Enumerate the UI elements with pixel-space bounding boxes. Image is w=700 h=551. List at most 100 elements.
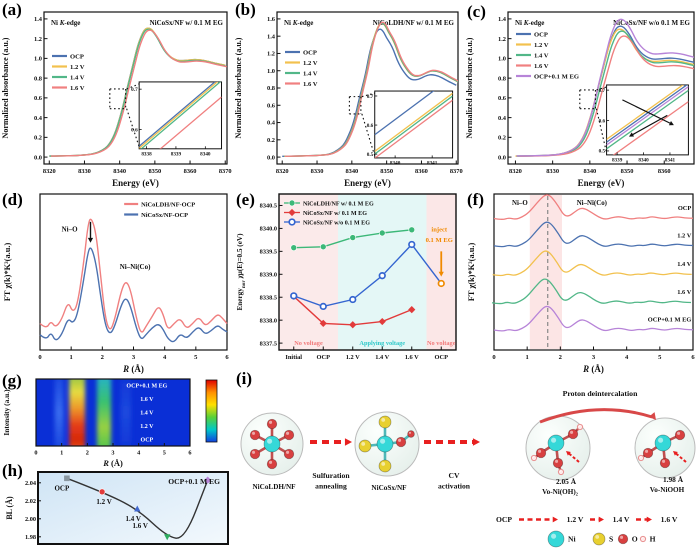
svg-text:1.2 V: 1.2 V [303,60,318,67]
svg-text:8339.0: 8339.0 [260,271,277,278]
svg-text:1.2 V: 1.2 V [346,354,360,361]
panel-tag-i: (i) [236,369,253,388]
svg-text:Intensity (a.u.): Intensity (a.u.) [2,389,11,436]
svg-text:3: 3 [132,354,136,361]
svg-text:1.4 V: 1.4 V [534,52,549,59]
svg-text:1: 1 [60,450,63,457]
svg-text:8340: 8340 [583,168,596,175]
svg-text:0.6: 0.6 [599,118,606,124]
svg-text:Ni–O: Ni–O [62,226,79,234]
svg-text:8360: 8360 [415,168,428,175]
svg-text:CV: CV [449,471,460,480]
svg-text:NiCoSx/NF w/o 0.1 M EG: NiCoSx/NF w/o 0.1 M EG [303,220,370,226]
svg-text:0.7: 0.7 [599,88,606,94]
svg-text:1.4 V: 1.4 V [140,411,154,417]
svg-text:6: 6 [188,450,191,457]
svg-text:8341: 8341 [427,160,438,166]
panel-i-schematic: NiCoLDH/NF NiCoSx/NF Vo-Ni(OH)₂ 2.05 Å Vo-Ni… [232,372,700,551]
svg-text:8340: 8340 [345,168,358,175]
svg-text:0: 0 [34,450,37,457]
svg-text:5: 5 [658,354,662,361]
svg-text:0.6: 0.6 [34,95,43,102]
panel-c-xanes: 8320 8330 8340 8350 8360 0.0 0.2 0.4 0.6 0.8 1.0 1.… [464,4,700,188]
svg-text:NiCoLDH/NF w/ 0.1 M EG: NiCoLDH/NF w/ 0.1 M EG [303,201,374,207]
svg-text:Ni K-edge: Ni K-edge [284,19,313,27]
svg-text:8340: 8340 [390,160,401,166]
svg-text:1.0: 1.0 [34,56,42,63]
svg-text:NiCoSx/NF w/o 0.1 M EG: NiCoSx/NF w/o 0.1 M EG [613,19,690,27]
svg-text:Energy (eV): Energy (eV) [344,178,391,188]
svg-text:1.6 V: 1.6 V [534,63,549,70]
svg-text:1: 1 [526,354,529,361]
svg-text:8340.0: 8340.0 [260,226,277,233]
svg-text:1.6 V: 1.6 V [303,81,318,88]
svg-text:8338: 8338 [141,151,152,157]
svg-text:BL (Å): BL (Å) [5,496,14,520]
svg-text:8330: 8330 [311,168,324,175]
svg-text:0.8: 0.8 [34,75,42,82]
panel-b-xanes: 8320 8330 8340 8350 8360 8370 0.0 0.2 0.4 0.6 0.8 1… [233,4,464,188]
svg-text:0: 0 [38,354,42,361]
svg-text:8337.5: 8337.5 [260,340,277,347]
svg-text:1.4 V: 1.4 V [126,515,141,523]
svg-text:2: 2 [559,354,563,361]
svg-text:8320: 8320 [509,168,522,175]
svg-text:No voltage: No voltage [427,340,456,347]
svg-text:Ni–Ni(Co): Ni–Ni(Co) [577,200,607,207]
svg-text:1.6 V: 1.6 V [140,397,154,403]
svg-text:3: 3 [592,354,596,361]
svg-text:0.4: 0.4 [267,120,276,127]
svg-text:1.0: 1.0 [267,68,275,75]
panel-tag-a: (a) [2,0,22,19]
svg-text:8320: 8320 [276,168,289,175]
svg-text:0.7: 0.7 [367,94,374,100]
panel-d-exafs: 0 1 2 3 4 5 6 R (Å) FT χ(k)*K³(a.u.) NiCoLDH/NF-O… [0,188,233,374]
svg-text:Energy (eV): Energy (eV) [112,178,159,188]
svg-text:1.2 V: 1.2 V [567,515,584,524]
svg-text:OCP: OCP [534,31,548,38]
svg-text:1.2: 1.2 [34,36,42,43]
svg-text:OCP: OCP [54,484,70,492]
svg-text:No voltage: No voltage [294,340,323,347]
svg-text:8338.0: 8338.0 [260,317,277,324]
svg-text:1.6: 1.6 [267,16,276,23]
svg-text:1.0: 1.0 [498,56,506,63]
svg-text:0.6: 0.6 [367,123,374,129]
svg-text:0.6: 0.6 [131,127,138,133]
svg-text:1.2 V: 1.2 V [140,424,154,430]
svg-text:4: 4 [137,450,141,457]
chart-f-exafs-stack: 0 1 2 3 4 5 6 R (Å) FT χ(k)*K³(a.u.) OCP 1.2 V 1.4 … [467,193,695,374]
svg-text:Proton deintercalation: Proton deintercalation [563,389,639,398]
svg-text:0.4: 0.4 [34,115,43,122]
chart-a-xanes: 8320 8330 8340 8350 8360 8370 0.0 0.2 0.4 0.6 0.8 1… [1,11,232,188]
svg-text:1.4 V: 1.4 V [70,74,85,81]
svg-text:5: 5 [163,450,166,457]
svg-text:R (Å): R (Å) [102,458,123,468]
svg-text:Vo-Ni(OH)₂: Vo-Ni(OH)₂ [542,488,578,496]
svg-text:8341: 8341 [665,157,676,163]
panel-tag-c: (c) [467,2,486,21]
svg-text:8340.5: 8340.5 [260,203,277,210]
svg-text:0.0: 0.0 [34,154,42,161]
svg-text:Initial: Initial [285,354,302,361]
diagram-i-structure-evolution: NiCoLDH/NF NiCoSx/NF Vo-Ni(OH)₂ 2.05 Å Vo-Ni… [240,389,696,548]
svg-text:1.6 V: 1.6 V [677,289,691,296]
svg-text:Normalized absorbance (a.u.): Normalized absorbance (a.u.) [234,37,243,138]
svg-text:8360: 8360 [658,168,671,175]
svg-text:1: 1 [70,354,73,361]
svg-text:0.0: 0.0 [267,154,275,161]
svg-text:2.00: 2.00 [25,516,36,523]
svg-text:NiCoSx/NF: NiCoSx/NF [371,484,407,492]
svg-text:1.4 V: 1.4 V [375,354,389,361]
svg-text:NiCoSx/NF w/ 0.1 M EG: NiCoSx/NF w/ 0.1 M EG [303,211,367,217]
svg-text:8350: 8350 [621,168,634,175]
svg-text:2.04: 2.04 [25,480,37,487]
svg-text:OCP+0.1 M EG: OCP+0.1 M EG [168,477,220,486]
svg-text:1.2 V: 1.2 V [96,498,111,506]
chart-b-xanes: 8320 8330 8340 8350 8360 8370 0.0 0.2 0.4 0.6 0.8 1… [234,11,463,188]
chart-h-bond-length: 1.98 2.00 2.02 2.04 BL (Å) OCP 1.2 V 1.4 V1.6 V… [5,471,229,545]
svg-text:Vo-NiOOH: Vo-NiOOH [650,486,685,494]
svg-text:Ni–Ni(Co): Ni–Ni(Co) [120,263,151,271]
svg-text:8360: 8360 [184,168,197,175]
svg-text:1.4: 1.4 [34,16,43,23]
